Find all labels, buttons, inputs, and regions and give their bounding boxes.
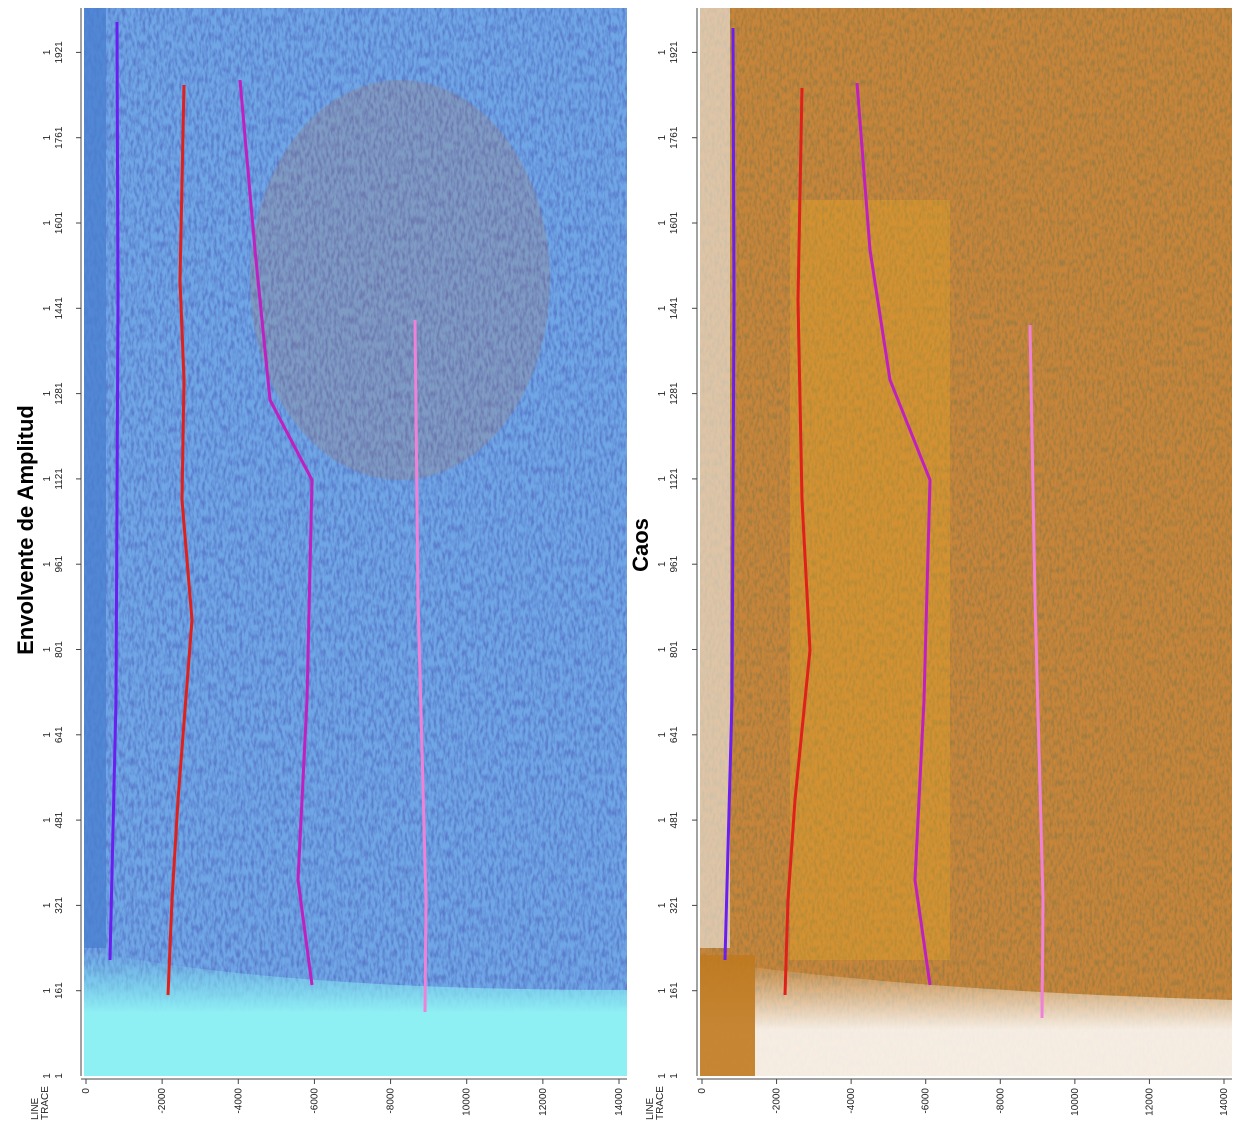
y-tick-line: 1 <box>657 390 668 396</box>
y-tick-line: 1 <box>42 476 53 482</box>
x-tick-label: -4000 <box>846 1088 857 1114</box>
corner-label: 1 <box>669 1073 680 1079</box>
y-tick-label: 321 <box>669 897 680 914</box>
y-tick-line: 1 <box>42 987 53 993</box>
y-tick-label: 1121 <box>54 468 65 490</box>
seismic-texture <box>700 8 1232 1076</box>
panel-title: Caos <box>628 518 653 572</box>
y-tick-label: 481 <box>54 811 65 828</box>
edge-band <box>700 8 730 948</box>
horizon-line <box>166 84 194 996</box>
corner-label: LINE <box>645 1097 656 1120</box>
y-tick-line: 1 <box>42 732 53 738</box>
seismic-texture <box>84 8 627 1076</box>
y-tick-label: 801 <box>669 641 680 658</box>
y-tick-label: 1601 <box>669 211 680 234</box>
x-tick-label: 10000 <box>462 1088 473 1116</box>
x-tick-label: -6000 <box>921 1088 932 1114</box>
x-tick-label: -2000 <box>157 1088 168 1114</box>
y-tick-label: 1601 <box>54 211 65 234</box>
y-tick-label: 1281 <box>669 382 680 405</box>
y-tick-line: 1 <box>42 646 53 652</box>
y-tick-label: 801 <box>54 641 65 658</box>
lower-zone <box>700 960 1232 1076</box>
anomaly <box>250 80 550 480</box>
y-tick-line: 1 <box>42 134 53 140</box>
y-tick-line: 1 <box>657 305 668 311</box>
horizon-line <box>108 21 120 961</box>
horizon-line <box>1028 324 1045 1019</box>
x-tick-label: 12000 <box>538 1088 549 1116</box>
y-tick-line: 1 <box>42 561 53 567</box>
anomaly <box>790 200 950 960</box>
y-tick-line: 1 <box>42 817 53 823</box>
x-tick-label: 0 <box>697 1088 708 1094</box>
y-tick-label: 161 <box>54 982 65 999</box>
x-tick-label: 10000 <box>1070 1088 1081 1116</box>
y-tick-label: 1761 <box>54 126 65 149</box>
y-tick-line: 1 <box>42 220 53 226</box>
y-tick-line: 1 <box>657 732 668 738</box>
x-tick-label: 14000 <box>614 1088 625 1116</box>
y-tick-label: 161 <box>669 982 680 999</box>
y-tick-line: 1 <box>657 646 668 652</box>
y-tick-line: 1 <box>42 49 53 55</box>
y-tick-line: 1 <box>657 561 668 567</box>
corner-label: TRACE <box>655 1086 666 1120</box>
lower-zone <box>84 950 627 1076</box>
x-tick-label: 0 <box>81 1088 92 1094</box>
x-tick-label: -8000 <box>995 1088 1006 1114</box>
x-tick-label: -8000 <box>386 1088 397 1114</box>
y-tick-label: 321 <box>54 897 65 914</box>
y-tick-line: 1 <box>657 817 668 823</box>
horizon-line <box>238 79 314 986</box>
x-tick-label: 14000 <box>1219 1088 1230 1116</box>
y-tick-line: 1 <box>657 902 668 908</box>
y-tick-label: 1921 <box>669 41 680 64</box>
corner-label: 1 <box>657 1073 668 1079</box>
y-tick-line: 1 <box>42 902 53 908</box>
x-tick-label: -6000 <box>309 1088 320 1114</box>
corner-label: TRACE <box>40 1086 51 1120</box>
horizon-line <box>413 319 428 1013</box>
horizon-line <box>855 82 932 986</box>
x-tick-label: -4000 <box>233 1088 244 1114</box>
corner-label: 1 <box>54 1073 65 1079</box>
y-tick-line: 1 <box>657 987 668 993</box>
y-tick-label: 1921 <box>54 41 65 64</box>
y-tick-label: 641 <box>669 726 680 743</box>
panel-title: Envolvente de Amplitud <box>13 405 38 655</box>
y-tick-label: 641 <box>54 726 65 743</box>
y-tick-label: 481 <box>669 811 680 828</box>
y-tick-line: 1 <box>42 305 53 311</box>
corner-zone <box>700 955 755 1076</box>
y-tick-label: 1441 <box>54 297 65 320</box>
horizon-line <box>723 27 736 961</box>
edge-band <box>84 8 106 948</box>
y-tick-line: 1 <box>657 49 668 55</box>
corner-label: LINE <box>30 1097 41 1120</box>
x-tick-label: 12000 <box>1144 1088 1155 1116</box>
y-tick-label: 961 <box>54 555 65 572</box>
corner-label: 1 <box>42 1073 53 1079</box>
amplitude-panel <box>84 8 627 1076</box>
horizon-line <box>783 87 812 996</box>
y-tick-label: 1121 <box>669 468 680 490</box>
x-tick-label: -2000 <box>772 1088 783 1114</box>
y-tick-label: 1761 <box>669 126 680 149</box>
y-tick-line: 1 <box>657 220 668 226</box>
y-tick-line: 1 <box>42 390 53 396</box>
y-tick-label: 1281 <box>54 382 65 405</box>
y-tick-line: 1 <box>657 476 668 482</box>
y-tick-label: 1441 <box>669 297 680 320</box>
y-tick-label: 961 <box>669 555 680 572</box>
chaos-panel <box>700 8 1232 1076</box>
y-tick-line: 1 <box>657 134 668 140</box>
